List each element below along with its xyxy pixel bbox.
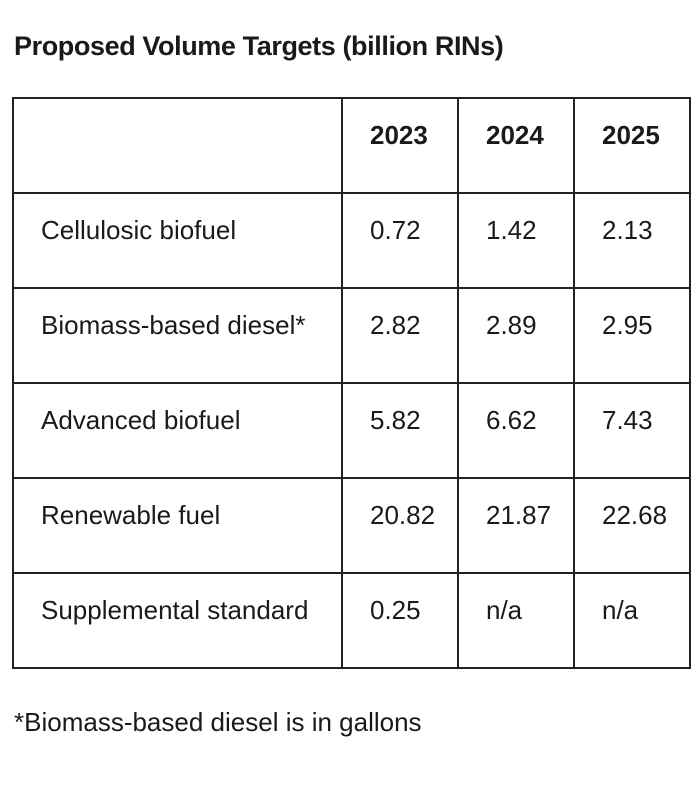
cell-value-2025: 2.95 (573, 287, 691, 385)
cell-value-2023: 5.82 (341, 382, 459, 480)
table-row-cellulosic-biofuel: Cellulosic biofuel 0.72 1.42 2.13 (12, 192, 691, 290)
chart-footnote: *Biomass-based diesel is in gallons (14, 707, 422, 738)
cell-value-2024: 2.89 (457, 287, 575, 385)
cell-value-2023: 0.25 (341, 572, 459, 670)
table-row-supplemental-standard: Supplemental standard 0.25 n/a n/a (12, 572, 691, 670)
cell-value-2025: 22.68 (573, 477, 691, 575)
cell-value-2023: 20.82 (341, 477, 459, 575)
cell-value-2024: 1.42 (457, 192, 575, 290)
cell-value-2023: 2.82 (341, 287, 459, 385)
chart-container: Proposed Volume Targets (billion RINs) 2… (0, 30, 700, 800)
table-row-advanced-biofuel: Advanced biofuel 5.82 6.62 7.43 (12, 382, 691, 480)
header-cell-2023: 2023 (341, 97, 459, 195)
table-row-renewable-fuel: Renewable fuel 20.82 21.87 22.68 (12, 477, 691, 575)
row-label: Renewable fuel (12, 477, 343, 575)
chart-title: Proposed Volume Targets (billion RINs) (14, 31, 504, 61)
header-cell-2025: 2025 (573, 97, 691, 195)
table-header-row: 2023 2024 2025 (12, 97, 691, 195)
cell-value-2025: n/a (573, 572, 691, 670)
row-label: Biomass-based diesel* (12, 287, 343, 385)
row-label: Cellulosic biofuel (12, 192, 343, 290)
header-cell-blank (12, 97, 343, 195)
row-label: Supplemental standard (12, 572, 343, 670)
volume-targets-table: 2023 2024 2025 Cellulosic biofuel 0.72 1… (12, 97, 691, 670)
row-label: Advanced biofuel (12, 382, 343, 480)
cell-value-2024: 6.62 (457, 382, 575, 480)
header-cell-2024: 2024 (457, 97, 575, 195)
cell-value-2023: 0.72 (341, 192, 459, 290)
table-row-biomass-based-diesel: Biomass-based diesel* 2.82 2.89 2.95 (12, 287, 691, 385)
cell-value-2024: 21.87 (457, 477, 575, 575)
cell-value-2024: n/a (457, 572, 575, 670)
cell-value-2025: 7.43 (573, 382, 691, 480)
cell-value-2025: 2.13 (573, 192, 691, 290)
